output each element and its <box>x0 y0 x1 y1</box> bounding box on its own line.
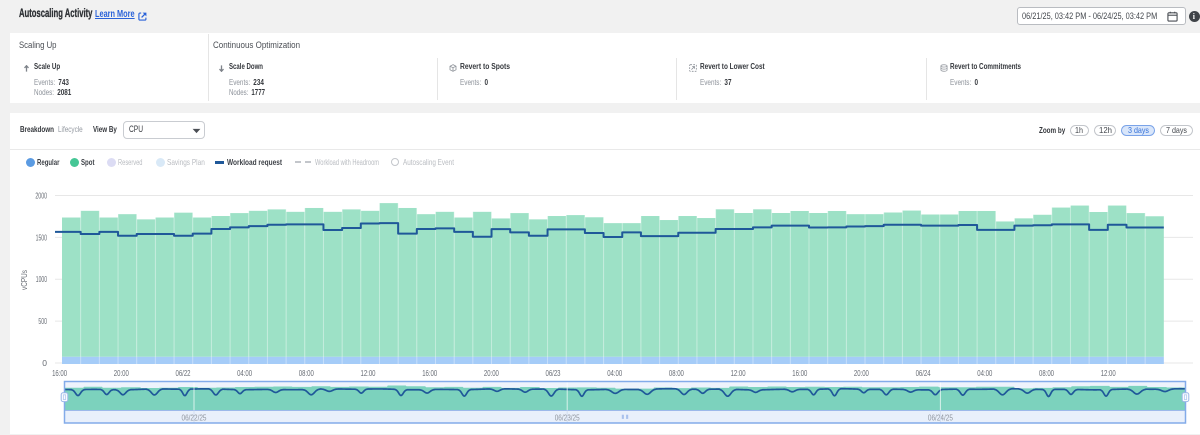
svg-text:04:00: 04:00 <box>237 368 252 378</box>
svg-text:08:00: 08:00 <box>1039 368 1054 378</box>
svg-text:20:00: 20:00 <box>484 368 499 378</box>
svg-text:12:00: 12:00 <box>731 368 746 378</box>
svg-text:16:00: 16:00 <box>792 368 807 378</box>
svg-text:2000: 2000 <box>35 191 47 201</box>
svg-text:12:00: 12:00 <box>361 368 376 378</box>
svg-text:0: 0 <box>42 358 47 368</box>
svg-text:06/22: 06/22 <box>176 368 191 378</box>
svg-text:04:00: 04:00 <box>607 368 622 378</box>
svg-text:16:00: 16:00 <box>422 368 437 378</box>
svg-text:08:00: 08:00 <box>669 368 684 378</box>
svg-text:vCPUs: vCPUs <box>19 270 29 290</box>
svg-text:12:00: 12:00 <box>1101 368 1116 378</box>
svg-text:500: 500 <box>38 316 47 326</box>
svg-text:20:00: 20:00 <box>114 368 129 378</box>
svg-text:04:00: 04:00 <box>977 368 992 378</box>
svg-text:08:00: 08:00 <box>299 368 314 378</box>
svg-text:06/23: 06/23 <box>546 368 561 378</box>
svg-text:1500: 1500 <box>36 232 48 242</box>
svg-text:20:00: 20:00 <box>854 368 869 378</box>
svg-text:16:00: 16:00 <box>52 368 67 378</box>
svg-text:1000: 1000 <box>36 274 47 284</box>
svg-text:06/24: 06/24 <box>916 368 931 378</box>
